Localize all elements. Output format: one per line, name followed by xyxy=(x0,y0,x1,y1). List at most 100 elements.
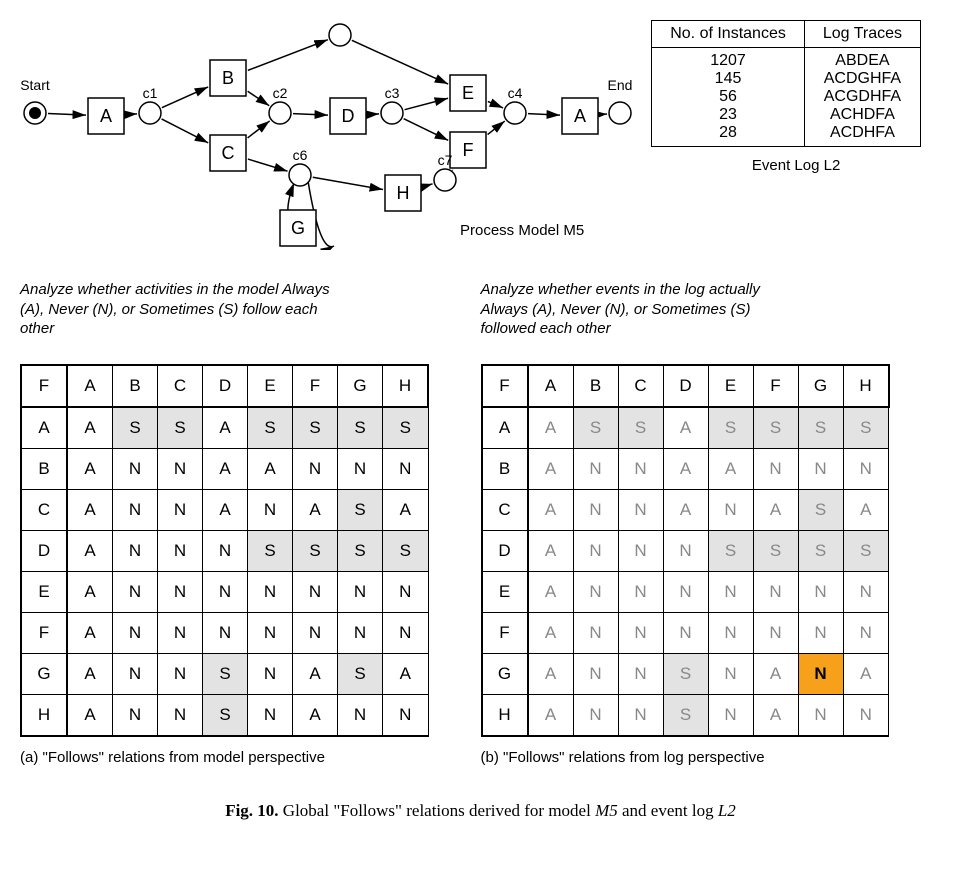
matrix-cell: N xyxy=(663,612,708,653)
matrix-cell: N xyxy=(798,694,843,736)
matrix-col-header: A xyxy=(67,365,113,407)
matrix-cell: A xyxy=(293,694,338,736)
matrix-cell: N xyxy=(113,489,158,530)
svg-text:H: H xyxy=(397,183,410,203)
matrix-cell: A xyxy=(708,448,753,489)
matrix-left-caption: (a) "Follows" relations from model persp… xyxy=(20,749,451,766)
matrix-cell: S xyxy=(383,407,429,449)
matrix-cell: A xyxy=(293,653,338,694)
matrix-row-header: B xyxy=(482,448,528,489)
matrix-cell: S xyxy=(618,407,663,449)
matrix-cell: A xyxy=(663,407,708,449)
matrix-left: FABCDEFGHAASSASSSSBANNAANNNCANNANASADANN… xyxy=(20,364,429,737)
matrix-cell: A xyxy=(203,489,248,530)
matrix-cell: A xyxy=(528,448,574,489)
matrix-row-header: A xyxy=(21,407,67,449)
matrix-col-header: H xyxy=(383,365,429,407)
matrix-right-block: FABCDEFGHAASSASSSSBANNAANNNCANNANASADANN… xyxy=(481,364,942,766)
event-log-container: No. of InstancesLog Traces1207145562328A… xyxy=(651,20,941,174)
svg-text:C: C xyxy=(222,143,235,163)
analyze-row: Analyze whether activities in the model … xyxy=(20,280,941,339)
matrix-cell: N xyxy=(798,571,843,612)
matrix-cell: N xyxy=(338,612,383,653)
matrix-cell: S xyxy=(708,530,753,571)
matrix-col-header: F xyxy=(293,365,338,407)
matrix-cell: N xyxy=(708,694,753,736)
matrix-cell: S xyxy=(338,530,383,571)
matrix-cell: S xyxy=(753,530,798,571)
matrix-cell: S xyxy=(158,407,203,449)
matrix-col-header: B xyxy=(113,365,158,407)
matrix-cell: A xyxy=(67,694,113,736)
matrix-cell: N xyxy=(248,653,293,694)
matrix-cell: N xyxy=(573,612,618,653)
matrix-cell: N xyxy=(113,653,158,694)
matrix-row-header: F xyxy=(21,612,67,653)
matrix-cell: N xyxy=(708,612,753,653)
matrix-cell: N xyxy=(113,694,158,736)
svg-text:F: F xyxy=(463,140,474,160)
matrix-cell: A xyxy=(67,530,113,571)
matrix-cell: N xyxy=(113,612,158,653)
fig-mid: and event log xyxy=(618,801,718,820)
matrix-cell: A xyxy=(663,448,708,489)
matrix-row-header: B xyxy=(21,448,67,489)
matrix-cell: S xyxy=(248,407,293,449)
matrix-cell: S xyxy=(248,530,293,571)
matrix-cell: A xyxy=(528,571,574,612)
matrix-cell: N xyxy=(618,571,663,612)
matrix-row-header: C xyxy=(482,489,528,530)
matrix-cell: A xyxy=(383,489,429,530)
matrix-cell: N xyxy=(383,448,429,489)
svg-text:End: End xyxy=(608,77,633,93)
matrix-cell: N xyxy=(158,530,203,571)
matrix-cell: A xyxy=(843,653,889,694)
matrix-row-header: D xyxy=(482,530,528,571)
matrix-cell: S xyxy=(203,694,248,736)
matrix-cell: N xyxy=(618,489,663,530)
matrix-cell: N xyxy=(753,612,798,653)
matrix-row-header: D xyxy=(21,530,67,571)
svg-text:c3: c3 xyxy=(385,85,400,101)
matrix-cell: A xyxy=(663,489,708,530)
matrix-row-header: F xyxy=(482,612,528,653)
matrix-cell: S xyxy=(663,653,708,694)
matrix-cell: A xyxy=(528,489,574,530)
matrix-cell: A xyxy=(67,489,113,530)
matrix-cell: N xyxy=(248,612,293,653)
log-header: Log Traces xyxy=(804,21,920,48)
process-svg: ABCDEFGHAc1c2c3c4c5c6c7StartEndProcess M… xyxy=(20,20,640,250)
process-diagram: ABCDEFGHAc1c2c3c4c5c6c7StartEndProcess M… xyxy=(20,20,600,250)
svg-text:D: D xyxy=(342,106,355,126)
analyze-left: Analyze whether activities in the model … xyxy=(20,280,481,339)
matrix-cell: N xyxy=(573,448,618,489)
matrix-cell: S xyxy=(798,407,843,449)
svg-text:B: B xyxy=(222,68,234,88)
matrix-cell: A xyxy=(67,653,113,694)
matrix-cell: N xyxy=(843,612,889,653)
fig-prefix: Fig. 10. xyxy=(225,801,278,820)
log-traces: ABDEAACDGHFAACGDHFAACHDFAACDHFA xyxy=(804,48,920,147)
matrix-cell: N xyxy=(798,448,843,489)
matrix-cell: A xyxy=(293,489,338,530)
matrix-cell: N xyxy=(573,571,618,612)
diagram-container: ABCDEFGHAc1c2c3c4c5c6c7StartEndProcess M… xyxy=(20,20,600,250)
matrix-cell: A xyxy=(753,653,798,694)
matrix-cell: A xyxy=(528,653,574,694)
matrix-cell: S xyxy=(708,407,753,449)
matrix-cell: N xyxy=(113,448,158,489)
matrix-col-header: E xyxy=(708,365,753,407)
matrix-cell: S xyxy=(338,489,383,530)
matrix-cell: A xyxy=(528,694,574,736)
matrix-cell: N xyxy=(708,571,753,612)
fig-l2: L2 xyxy=(718,801,736,820)
matrix-col-header: D xyxy=(203,365,248,407)
matrix-cell: S xyxy=(798,489,843,530)
matrix-cell: A xyxy=(67,571,113,612)
svg-text:c6: c6 xyxy=(293,147,308,163)
matrix-col-header: G xyxy=(338,365,383,407)
matrix-cell: N xyxy=(383,612,429,653)
matrix-cell: N xyxy=(158,448,203,489)
matrix-cell: N xyxy=(663,571,708,612)
matrix-cell: N xyxy=(573,653,618,694)
